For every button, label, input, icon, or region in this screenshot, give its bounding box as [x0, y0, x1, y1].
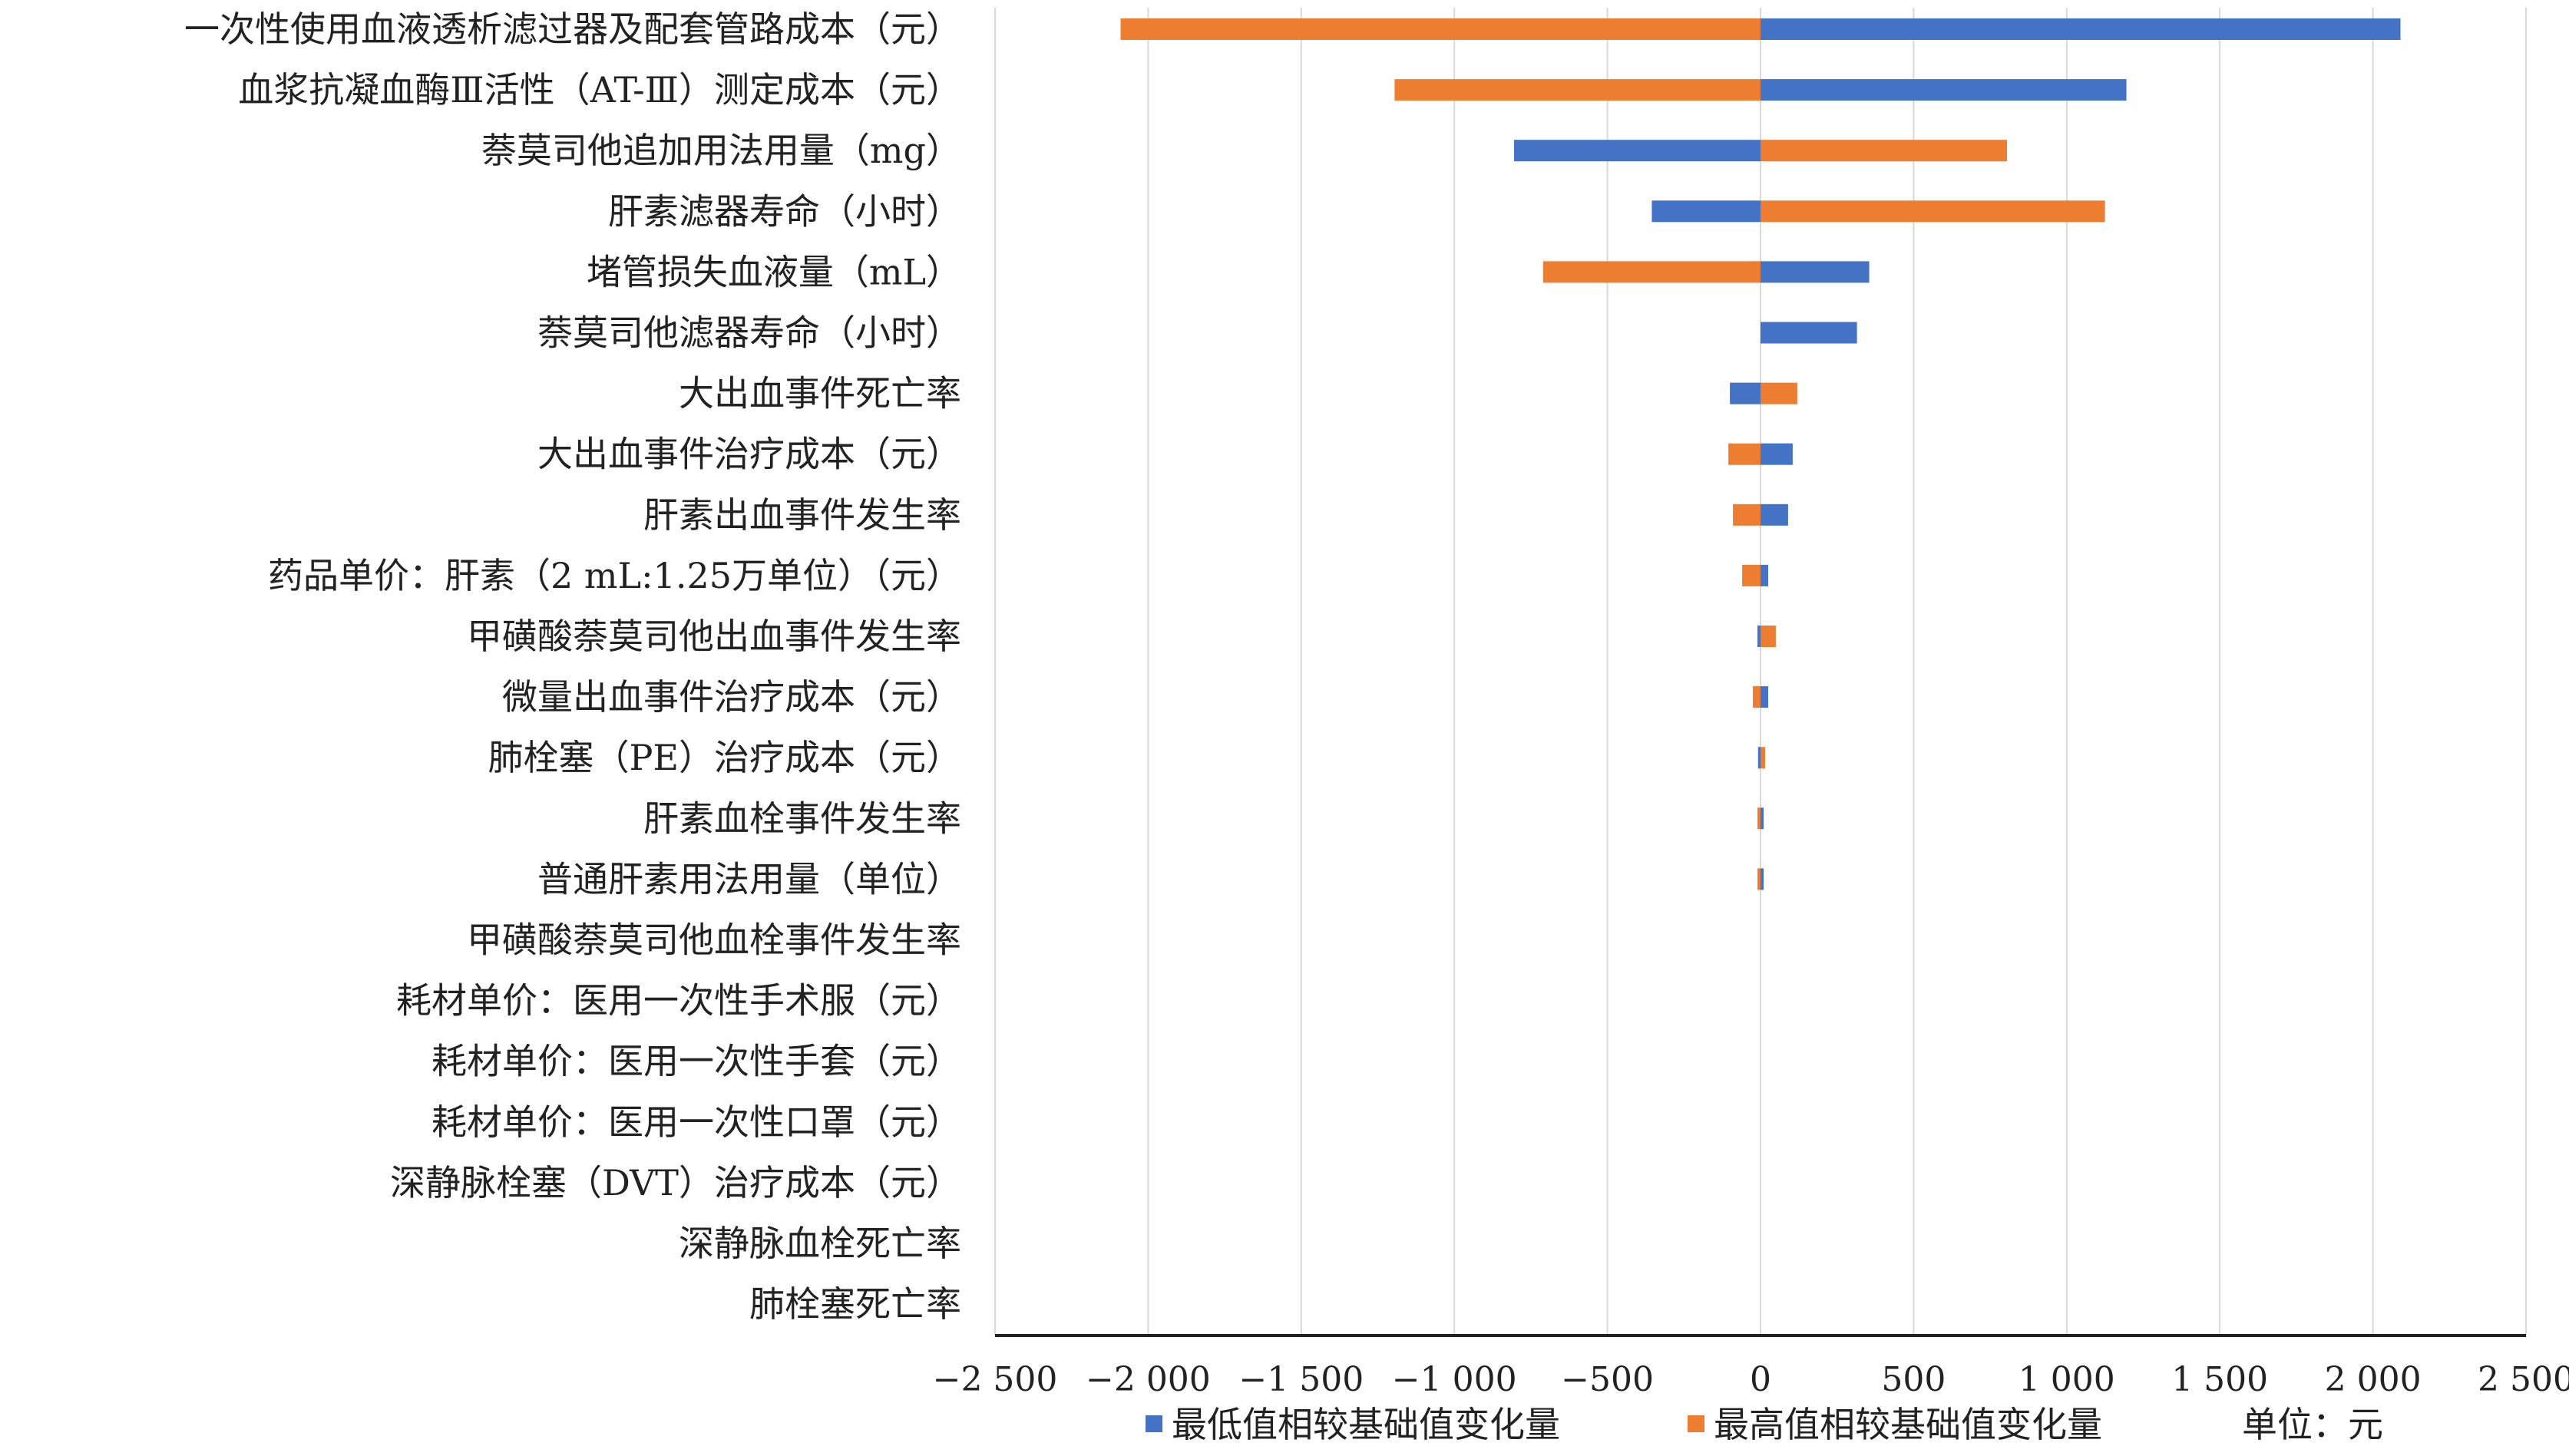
bar-s1-4 [1542, 261, 1761, 283]
legend-swatch-max [1688, 1415, 1704, 1432]
category-label-13: 肝素血栓事件发生率 [643, 797, 961, 839]
bar-s1-0 [1120, 18, 1761, 40]
bar-s0-5 [1761, 322, 1857, 344]
category-label-12: 肺栓塞（PE）治疗成本（元） [488, 737, 961, 778]
bar-s1-12 [1761, 747, 1765, 769]
bar-s1-7 [1728, 443, 1761, 465]
bar-s0-9 [1761, 564, 1768, 586]
vertical-gridlines [994, 8, 2527, 1335]
bar-s0-12 [1757, 747, 1761, 769]
bar-s1-9 [1742, 564, 1761, 586]
category-label-21: 肺栓塞死亡率 [749, 1283, 961, 1325]
bar-s1-2 [1761, 140, 2008, 162]
category-label-9: 药品单价：肝素（2 mL:1.25万单位）（元） [268, 555, 961, 596]
category-label-1: 血浆抗凝血酶Ⅲ活性（AT-Ⅲ）测定成本（元） [238, 69, 961, 111]
unit-note: 单位：元 [2242, 1404, 2383, 1445]
category-label-4: 堵管损失血液量（mL） [587, 251, 961, 292]
x-tick-label-0: −2 500 [933, 1360, 1058, 1399]
bar-s1-6 [1761, 382, 1797, 404]
category-label-15: 甲磺酸萘莫司他血栓事件发生率 [467, 919, 961, 961]
bar-s0-2 [1513, 140, 1761, 162]
bar-s1-3 [1761, 200, 2105, 223]
category-label-3: 肝素滤器寿命（小时） [608, 190, 961, 232]
x-tick-label-3: −1 000 [1392, 1360, 1517, 1399]
bar-s0-11 [1761, 686, 1768, 708]
x-tick-label-1: −2 000 [1086, 1360, 1211, 1399]
bar-s1-1 [1394, 79, 1761, 101]
bar-s0-14 [1761, 868, 1764, 890]
x-tick-label-10: 2 500 [2478, 1360, 2569, 1399]
category-label-5: 萘莫司他滤器寿命（小时） [537, 312, 961, 354]
category-label-2: 萘莫司他追加用法用量（mg） [481, 130, 961, 171]
category-label-14: 普通肝素用法用量（单位） [537, 858, 961, 900]
x-tick-label-9: 2 000 [2325, 1360, 2422, 1399]
category-label-19: 深静脉栓塞（DVT）治疗成本（元） [390, 1162, 961, 1203]
x-tick-label-2: −1 500 [1238, 1360, 1364, 1399]
category-label-6: 大出血事件死亡率 [679, 373, 961, 414]
bar-s1-10 [1761, 626, 1776, 647]
bar-s0-0 [1761, 18, 2401, 40]
category-label-0: 一次性使用血液透析滤过器及配套管路成本（元） [184, 8, 961, 50]
category-labels: 一次性使用血液透析滤过器及配套管路成本（元） 血浆抗凝血酶Ⅲ活性（AT-Ⅲ）测定成… [184, 8, 961, 1325]
category-label-10: 甲磺酸萘莫司他出血事件发生率 [467, 616, 961, 657]
legend-label-min: 最低值相较基础值变化量 [1172, 1404, 1560, 1445]
legend-swatch-min [1146, 1415, 1162, 1432]
bar-s1-11 [1753, 686, 1761, 708]
bar-s0-6 [1730, 382, 1761, 404]
legend: 最低值相较基础值变化量 最高值相较基础值变化量 单位：元 [1146, 1404, 2383, 1445]
bar-s1-13 [1757, 807, 1761, 830]
bar-s0-7 [1761, 443, 1793, 465]
x-tick-label-8: 1 500 [2171, 1360, 2268, 1399]
bar-s0-8 [1761, 503, 1788, 526]
bar-s0-3 [1652, 200, 1761, 223]
bar-s0-13 [1761, 807, 1764, 830]
bar-s0-10 [1757, 626, 1761, 647]
legend-label-max: 最高值相较基础值变化量 [1714, 1404, 2102, 1445]
x-tick-labels: −2 500 −2 000 −1 500 −1 000 −500 0 500 1 000 1 5… [933, 1360, 2569, 1399]
category-label-11: 微量出血事件治疗成本（元） [502, 676, 961, 718]
x-tick-label-6: 500 [1881, 1360, 1946, 1399]
bar-s1-14 [1757, 868, 1761, 890]
x-tick-label-7: 1 000 [2018, 1360, 2115, 1399]
bar-s0-1 [1761, 79, 2127, 101]
bar-s1-8 [1733, 503, 1761, 526]
bar-s0-4 [1761, 261, 1870, 283]
category-label-17: 耗材单价：医用一次性手套（元） [431, 1041, 961, 1082]
category-label-16: 耗材单价：医用一次性手术服（元） [396, 980, 961, 1022]
category-label-18: 耗材单价：医用一次性口罩（元） [431, 1101, 961, 1143]
x-tick-label-5: 0 [1750, 1360, 1771, 1399]
bars [1120, 18, 2401, 890]
category-label-7: 大出血事件治疗成本（元） [537, 434, 961, 475]
category-label-20: 深静脉血栓死亡率 [679, 1223, 961, 1264]
category-label-8: 肝素出血事件发生率 [643, 494, 961, 536]
x-tick-label-4: −500 [1561, 1360, 1654, 1399]
